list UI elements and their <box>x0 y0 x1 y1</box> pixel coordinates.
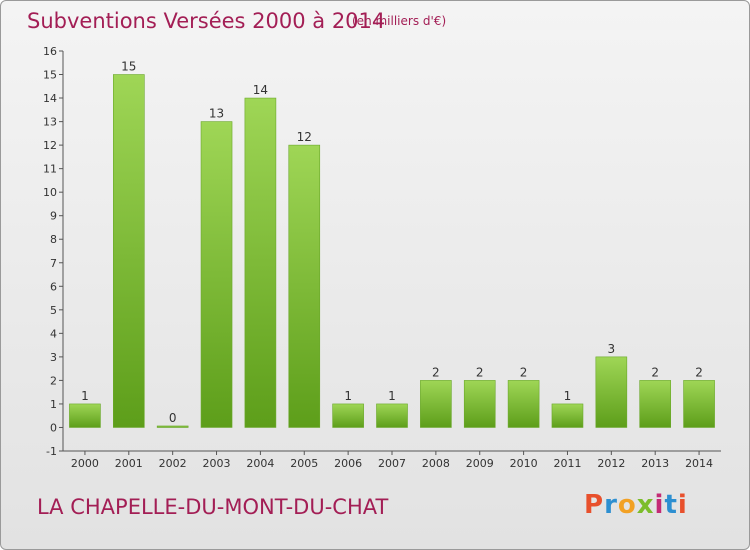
bar <box>200 121 233 428</box>
y-tick-label: 7 <box>50 257 57 270</box>
commune-name: LA CHAPELLE-DU-MONT-DU-CHAT <box>37 495 389 519</box>
x-tick-label: 2012 <box>597 457 625 470</box>
bar <box>69 403 101 428</box>
x-tick-label: 2001 <box>115 457 143 470</box>
x-tick-label: 2005 <box>290 457 318 470</box>
x-tick-label: 2010 <box>510 457 538 470</box>
y-tick-label: 8 <box>50 233 57 246</box>
data-label: 0 <box>169 411 177 425</box>
y-tick-label: 3 <box>50 351 57 364</box>
data-label: 2 <box>520 365 528 379</box>
y-tick-label: 9 <box>50 210 57 223</box>
y-tick-label: 0 <box>50 421 57 434</box>
bar <box>551 403 584 428</box>
y-tick-label: 15 <box>43 69 57 82</box>
data-label: 12 <box>297 130 312 144</box>
y-tick-label: 2 <box>50 374 57 387</box>
x-tick-label: 2013 <box>641 457 669 470</box>
y-tick-label: 12 <box>43 139 57 152</box>
data-label: 1 <box>564 389 572 403</box>
x-tick-label: 2000 <box>71 457 99 470</box>
data-label: 1 <box>81 389 89 403</box>
logo-letter: r <box>604 490 618 520</box>
data-label: 1 <box>388 389 396 403</box>
y-tick-label: 4 <box>50 327 57 340</box>
y-tick-label: 14 <box>43 92 57 105</box>
data-label: 3 <box>608 342 616 356</box>
data-label: 14 <box>253 83 268 97</box>
data-label: 13 <box>209 107 224 121</box>
y-tick-label: 5 <box>50 304 57 317</box>
data-label: 2 <box>651 365 659 379</box>
x-tick-label: 2014 <box>685 457 713 470</box>
y-tick-label: 6 <box>50 280 57 293</box>
x-tick-label: 2009 <box>466 457 494 470</box>
y-tick-label: 1 <box>50 398 57 411</box>
logo-letter: x <box>636 490 655 520</box>
bar <box>113 74 145 428</box>
y-tick-label: 10 <box>43 186 57 199</box>
data-label: 2 <box>476 365 484 379</box>
bar <box>463 380 496 428</box>
logo-letter: i <box>677 490 688 520</box>
proxiti-logo: Proxiti <box>584 490 688 520</box>
bar <box>639 380 672 428</box>
data-label: 15 <box>121 60 136 74</box>
chart-unit: (en milliers d'€) <box>352 14 447 28</box>
logo-letter: P <box>584 490 605 520</box>
chart-title: Subventions Versées 2000 à 2014 <box>27 9 386 33</box>
logo-letter: i <box>654 490 665 520</box>
bar <box>420 380 452 428</box>
bar <box>507 380 540 428</box>
x-tick-label: 2011 <box>553 457 581 470</box>
bar <box>595 356 628 428</box>
data-label: 2 <box>695 365 703 379</box>
x-tick-label: 2008 <box>422 457 450 470</box>
bar <box>332 403 364 428</box>
bar <box>683 380 715 428</box>
x-tick-label: 2007 <box>378 457 406 470</box>
y-tick-label: -1 <box>46 445 57 458</box>
data-label: 1 <box>344 389 352 403</box>
logo-letter: o <box>617 490 637 520</box>
bar <box>376 403 408 428</box>
bar <box>244 97 277 428</box>
bar <box>288 144 321 428</box>
data-label: 2 <box>432 365 440 379</box>
logo-letter: t <box>664 490 678 520</box>
x-tick-label: 2002 <box>159 457 187 470</box>
y-tick-label: 16 <box>43 45 57 58</box>
x-tick-label: 2006 <box>334 457 362 470</box>
x-tick-label: 2003 <box>203 457 231 470</box>
y-tick-label: 11 <box>43 163 57 176</box>
y-tick-label: 13 <box>43 116 57 129</box>
bar <box>156 425 189 428</box>
x-tick-label: 2004 <box>246 457 274 470</box>
